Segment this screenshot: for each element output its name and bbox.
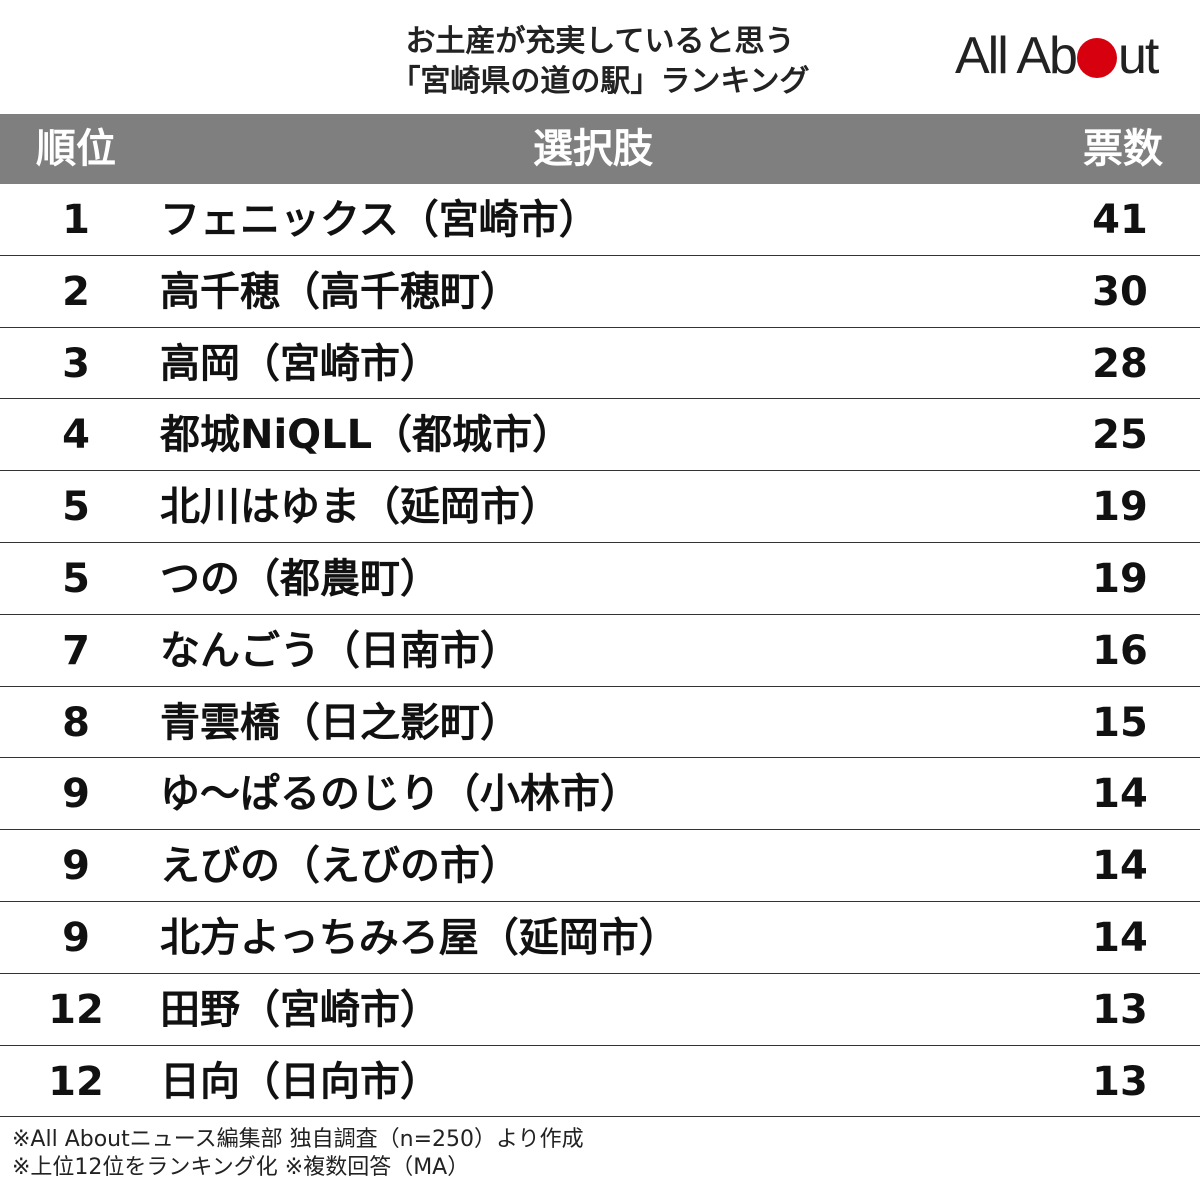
rank-cell: 7 <box>62 627 90 674</box>
votes-cell: 28 <box>1092 340 1148 387</box>
choice-cell: 北川はゆま（延岡市） <box>160 484 560 531</box>
choice-cell: フェニックス（宮崎市） <box>160 197 599 243</box>
footnote-1: ※All Aboutニュース編集部 独自調査（n=250）より作成 <box>12 1127 584 1152</box>
votes-cell: 19 <box>1092 484 1148 531</box>
choice-cell: つの（都農町） <box>160 555 440 602</box>
header-rank: 順位 <box>36 126 116 172</box>
rank-cell: 9 <box>62 771 90 818</box>
votes-cell: 19 <box>1092 555 1148 602</box>
table-row: 9 北方よっちみろ屋（延岡市） 14 <box>0 902 1200 974</box>
votes-cell: 41 <box>1092 197 1148 243</box>
table-body: 1 フェニックス（宮崎市） 41 2 高千穂（高千穂町） 30 3 高岡（宮崎市） 28 4 都城N… <box>0 184 1200 1118</box>
votes-cell: 14 <box>1092 771 1148 818</box>
choice-cell: 高岡（宮崎市） <box>160 340 440 387</box>
chart-title: お土産が充実していると思う 「宮崎県の道の駅」ランキング <box>0 22 1200 102</box>
choice-cell: なんごう（日南市） <box>160 627 520 674</box>
table-row: 12 日向（日向市） 13 <box>0 1046 1200 1118</box>
chart-header: お土産が充実していると思う 「宮崎県の道の駅」ランキング All Ab ut <box>0 0 1200 114</box>
table-row: 5 つの（都農町） 19 <box>0 543 1200 615</box>
footnotes: ※All Aboutニュース編集部 独自調査（n=250）より作成 ※上位12位… <box>12 1126 584 1182</box>
votes-cell: 15 <box>1092 699 1148 746</box>
choice-cell: 北方よっちみろ屋（延岡市） <box>160 914 679 961</box>
rank-cell: 3 <box>62 340 90 387</box>
rank-cell: 9 <box>62 914 90 961</box>
rank-cell: 12 <box>48 986 104 1033</box>
header-choice: 選択肢 <box>533 126 653 172</box>
table-row: 9 えびの（えびの市） 14 <box>0 830 1200 902</box>
table-row: 1 フェニックス（宮崎市） 41 <box>0 184 1200 256</box>
logo-text-right: ut <box>1117 27 1159 85</box>
rank-cell: 2 <box>62 268 90 315</box>
rank-cell: 9 <box>62 843 90 890</box>
table-row: 3 高岡（宮崎市） 28 <box>0 328 1200 400</box>
votes-cell: 14 <box>1092 843 1148 890</box>
allabout-logo: All Ab ut <box>955 27 1159 85</box>
choice-cell: えびの（えびの市） <box>160 843 520 890</box>
logo-text-left: All Ab <box>955 27 1078 85</box>
rank-cell: 12 <box>48 1058 104 1105</box>
votes-cell: 13 <box>1092 986 1148 1033</box>
table-row: 8 青雲橋（日之影町） 15 <box>0 687 1200 759</box>
logo-red-dot <box>1076 38 1117 78</box>
rank-cell: 8 <box>62 699 90 746</box>
table-row: 9 ゆ〜ぱるのじり（小林市） 14 <box>0 758 1200 831</box>
votes-cell: 16 <box>1092 627 1148 674</box>
rank-cell: 5 <box>62 555 90 602</box>
table-header: 順位 選択肢 票数 <box>0 114 1200 184</box>
choice-cell: 日向（日向市） <box>160 1058 440 1105</box>
rank-cell: 4 <box>62 412 90 459</box>
title-line-2: 「宮崎県の道の駅」ランキング <box>390 64 810 99</box>
table-row: 4 都城NiQLL（都城市） 25 <box>0 399 1200 472</box>
footnote-2: ※上位12位をランキング化 ※複数回答（MA） <box>12 1155 470 1180</box>
header-votes: 票数 <box>1083 126 1163 172</box>
choice-cell: 都城NiQLL（都城市） <box>160 412 573 459</box>
table-row: 5 北川はゆま（延岡市） 19 <box>0 471 1200 543</box>
rank-cell: 1 <box>62 197 90 243</box>
table-row: 2 高千穂（高千穂町） 30 <box>0 256 1200 328</box>
table-row: 7 なんごう（日南市） 16 <box>0 615 1200 687</box>
votes-cell: 30 <box>1092 268 1148 315</box>
table-row: 12 田野（宮崎市） 13 <box>0 974 1200 1046</box>
title-line-1: お土産が充実していると思う <box>405 24 795 59</box>
votes-cell: 14 <box>1092 914 1148 961</box>
choice-cell: ゆ〜ぱるのじり（小林市） <box>160 771 640 818</box>
votes-cell: 13 <box>1092 1058 1148 1105</box>
votes-cell: 25 <box>1092 412 1148 459</box>
choice-cell: 田野（宮崎市） <box>160 986 440 1033</box>
choice-cell: 高千穂（高千穂町） <box>160 268 520 315</box>
choice-cell: 青雲橋（日之影町） <box>160 699 520 746</box>
rank-cell: 5 <box>62 484 90 531</box>
